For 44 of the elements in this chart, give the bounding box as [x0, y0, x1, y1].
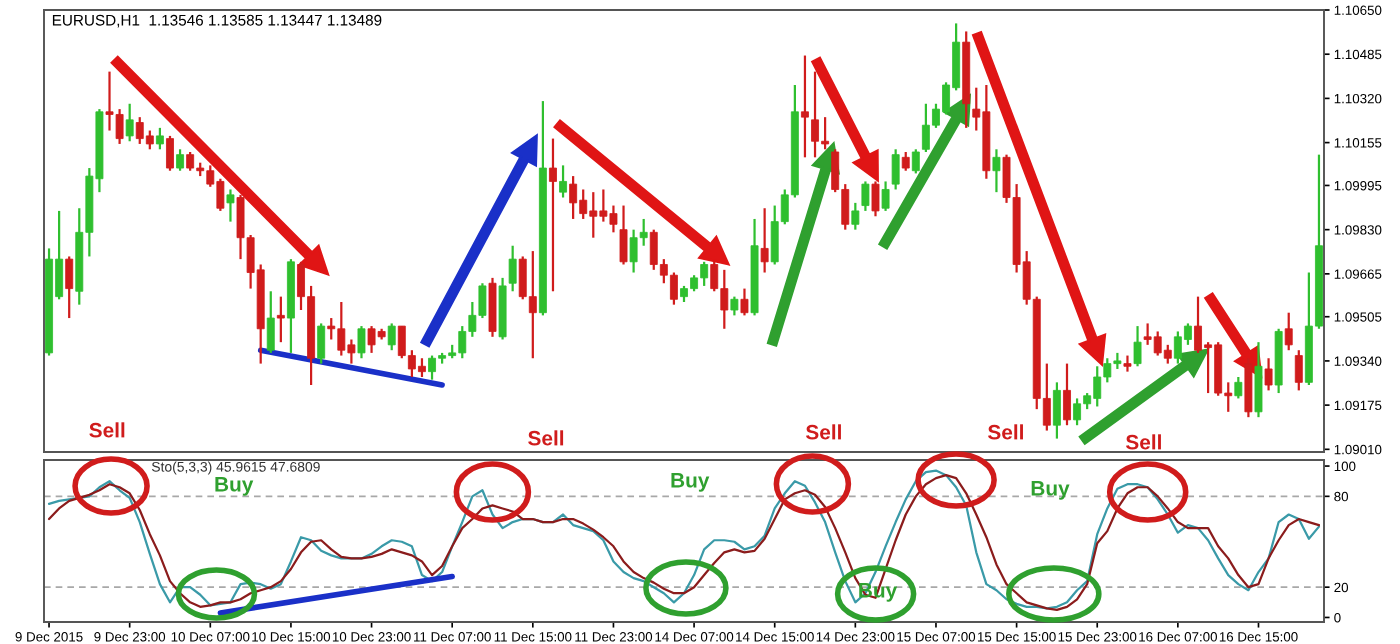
candlestick [851, 201, 860, 231]
annotation: Buy [215, 477, 254, 496]
annotation: Buy [1031, 481, 1070, 500]
candlestick [1063, 362, 1071, 427]
candlestick [387, 322, 396, 352]
candlestick [992, 148, 1001, 194]
candlestick [1254, 341, 1263, 419]
candlestick [226, 188, 235, 223]
candlestick [901, 150, 910, 172]
candlestick [1234, 375, 1243, 400]
candlestick [730, 295, 739, 317]
candlestick [1052, 381, 1061, 440]
annotation: Buy [671, 473, 710, 492]
candlestick [317, 322, 326, 365]
candlestick [760, 207, 769, 274]
candlestick [1133, 324, 1142, 368]
candlestick [1264, 357, 1273, 392]
annotation: Sell [89, 422, 125, 438]
candlestick [619, 204, 628, 266]
candlestick [871, 180, 880, 218]
candlestick [1123, 354, 1132, 373]
candlestick [65, 255, 74, 320]
candlestick [276, 295, 285, 344]
candlestick [801, 54, 809, 159]
candlestick [861, 180, 870, 213]
candlestick [891, 148, 900, 191]
candlestick [1294, 349, 1303, 392]
candlestick [549, 137, 557, 293]
candlestick [166, 134, 174, 172]
annotation: Sell [528, 430, 564, 446]
candlestick [266, 290, 275, 354]
candlestick [881, 180, 890, 213]
candlestick [740, 287, 749, 317]
candlestick [125, 102, 134, 143]
candlestick [176, 148, 185, 172]
annotation: Sell [987, 424, 1023, 440]
candlestick [508, 244, 517, 293]
annotation: Sell [1125, 434, 1161, 450]
candlestick [559, 164, 567, 199]
candlestick [357, 324, 366, 360]
candlestick [155, 126, 164, 151]
annotation: Sell [805, 424, 841, 440]
candlestick [1284, 311, 1293, 352]
candlestick [911, 148, 920, 175]
